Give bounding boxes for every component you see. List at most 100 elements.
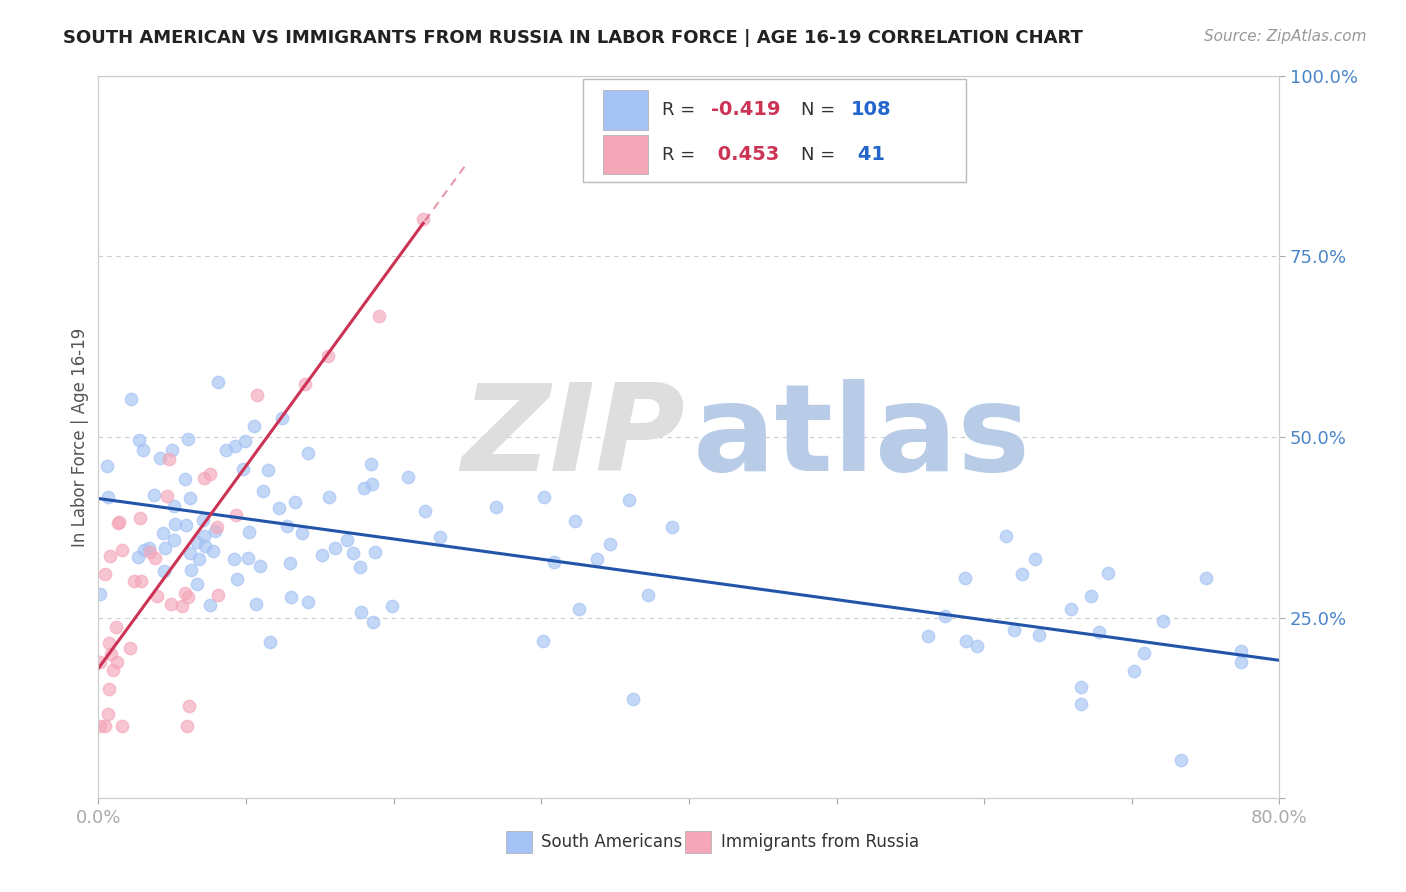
Point — [104, 620, 127, 634]
Point — [1097, 566, 1119, 580]
Point — [160, 443, 183, 458]
Point — [232, 461, 254, 475]
Point — [318, 490, 340, 504]
Point — [163, 533, 186, 548]
Point — [132, 443, 155, 458]
Point — [276, 518, 298, 533]
Point — [170, 599, 193, 614]
Point — [233, 434, 256, 448]
Point — [586, 552, 609, 566]
Point — [97, 706, 120, 721]
Point — [129, 574, 152, 588]
Point — [222, 552, 245, 566]
Point — [177, 699, 200, 714]
Point — [194, 539, 217, 553]
Text: N =: N = — [801, 101, 841, 119]
Point — [543, 555, 565, 569]
Point — [429, 530, 451, 544]
Point — [98, 635, 121, 649]
Text: atlas: atlas — [693, 378, 1031, 496]
Point — [1080, 589, 1102, 603]
Point — [180, 563, 202, 577]
Point — [226, 572, 249, 586]
Point — [599, 537, 621, 551]
Point — [1195, 571, 1218, 585]
Point — [955, 634, 977, 648]
Point — [142, 488, 165, 502]
Point — [163, 499, 186, 513]
Point — [94, 567, 117, 582]
Point — [1002, 623, 1025, 637]
Point — [311, 548, 333, 562]
Point — [179, 491, 201, 505]
Point — [353, 481, 375, 495]
Text: 108: 108 — [851, 100, 891, 120]
Point — [159, 451, 181, 466]
Text: N =: N = — [801, 145, 841, 163]
Point — [94, 719, 117, 733]
Point — [1170, 753, 1192, 767]
Point — [103, 663, 125, 677]
Point — [485, 500, 508, 514]
Point — [174, 586, 197, 600]
Point — [97, 490, 120, 504]
Point — [215, 443, 238, 458]
Point — [1070, 680, 1092, 694]
Point — [193, 471, 215, 485]
Point — [291, 525, 314, 540]
Point — [621, 692, 644, 706]
Point — [1133, 646, 1156, 660]
FancyBboxPatch shape — [603, 135, 648, 175]
Point — [1024, 551, 1046, 566]
Point — [294, 377, 316, 392]
Point — [105, 655, 128, 669]
Point — [98, 682, 121, 697]
Point — [342, 545, 364, 559]
Point — [368, 309, 391, 323]
Point — [297, 446, 319, 460]
Point — [252, 484, 274, 499]
Point — [193, 529, 215, 543]
Point — [361, 477, 384, 491]
Point — [350, 605, 373, 619]
Point — [413, 504, 436, 518]
Point — [138, 541, 160, 555]
Point — [283, 495, 305, 509]
Text: Immigrants from Russia: Immigrants from Russia — [721, 833, 920, 851]
FancyBboxPatch shape — [603, 90, 648, 129]
Point — [198, 467, 221, 482]
Point — [155, 541, 177, 555]
Point — [152, 526, 174, 541]
Point — [179, 546, 201, 560]
Point — [238, 525, 260, 540]
Point — [89, 655, 111, 669]
Text: 41: 41 — [851, 145, 884, 164]
Point — [207, 375, 229, 389]
Point — [270, 411, 292, 425]
Point — [176, 590, 198, 604]
Point — [381, 599, 404, 613]
Point — [143, 551, 166, 566]
Point — [138, 545, 160, 559]
Point — [568, 601, 591, 615]
Text: R =: R = — [662, 145, 700, 163]
Point — [1088, 625, 1111, 640]
Point — [188, 552, 211, 566]
Text: 0.453: 0.453 — [711, 145, 780, 164]
Point — [297, 595, 319, 609]
Point — [278, 556, 301, 570]
Point — [127, 549, 149, 564]
Point — [225, 508, 247, 522]
Point — [89, 587, 111, 601]
Point — [245, 597, 267, 611]
Point — [280, 590, 302, 604]
FancyBboxPatch shape — [685, 830, 711, 853]
Point — [917, 630, 939, 644]
Point — [360, 458, 382, 472]
Point — [120, 392, 142, 406]
Point — [318, 349, 340, 363]
Point — [533, 633, 555, 648]
Point — [202, 543, 225, 558]
Point — [336, 533, 359, 547]
Point — [259, 634, 281, 648]
